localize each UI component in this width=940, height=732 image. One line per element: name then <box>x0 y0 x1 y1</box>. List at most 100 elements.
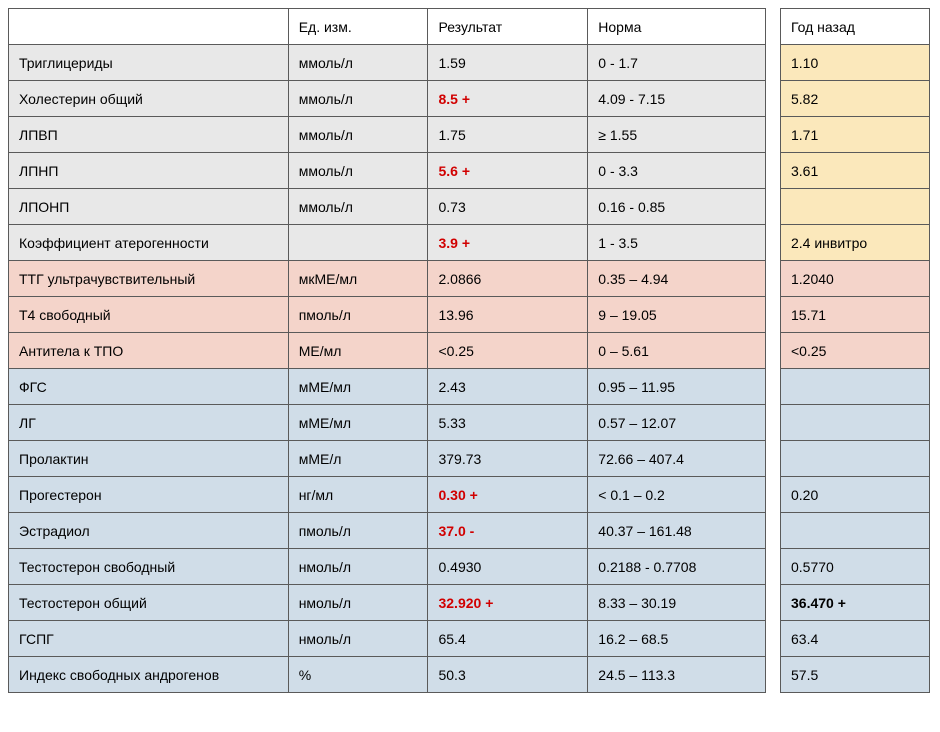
cell-result: 1.59 <box>428 45 588 81</box>
cell-name: Холестерин общий <box>9 81 289 117</box>
table-row: <0.25 <box>781 333 930 369</box>
table-row: Прогестероннг/мл0.30 +< 0.1 – 0.2 <box>9 477 766 513</box>
table-row: Холестерин общийммоль/л8.5 +4.09 - 7.15 <box>9 81 766 117</box>
table-row: 0.20 <box>781 477 930 513</box>
cell-result: 5.6 + <box>428 153 588 189</box>
cell-name: Пролактин <box>9 441 289 477</box>
cell-prev: 2.4 инвитро <box>781 225 930 261</box>
table-row <box>781 513 930 549</box>
cell-norm: 0 - 1.7 <box>588 45 766 81</box>
cell-prev <box>781 189 930 225</box>
lab-results-table: Ед. изм. Результат Норма Триглицеридыммо… <box>8 8 766 693</box>
table-row: 15.71 <box>781 297 930 333</box>
cell-prev: <0.25 <box>781 333 930 369</box>
cell-prev: 1.71 <box>781 117 930 153</box>
table-row: Антитела к ТПОМЕ/мл<0.250 – 5.61 <box>9 333 766 369</box>
cell-prev: 36.470 + <box>781 585 930 621</box>
cell-prev: 3.61 <box>781 153 930 189</box>
header-result: Результат <box>428 9 588 45</box>
cell-result: 3.9 + <box>428 225 588 261</box>
table-row: Триглицеридыммоль/л1.590 - 1.7 <box>9 45 766 81</box>
cell-unit: мкМЕ/мл <box>288 261 428 297</box>
cell-result: 2.43 <box>428 369 588 405</box>
table-row: 3.61 <box>781 153 930 189</box>
cell-prev: 1.2040 <box>781 261 930 297</box>
cell-result: <0.25 <box>428 333 588 369</box>
table-row: Эстрадиолпмоль/л37.0 -40.37 – 161.48 <box>9 513 766 549</box>
cell-prev: 1.10 <box>781 45 930 81</box>
cell-prev: 15.71 <box>781 297 930 333</box>
header-norm: Норма <box>588 9 766 45</box>
cell-result: 5.33 <box>428 405 588 441</box>
cell-norm: < 0.1 – 0.2 <box>588 477 766 513</box>
cell-name: ЛПВП <box>9 117 289 153</box>
cell-result: 8.5 + <box>428 81 588 117</box>
cell-norm: 0.16 - 0.85 <box>588 189 766 225</box>
cell-unit: нмоль/л <box>288 549 428 585</box>
table-row: ЛПОНПммоль/л0.730.16 - 0.85 <box>9 189 766 225</box>
table-row: 0.5770 <box>781 549 930 585</box>
cell-norm: 0.57 – 12.07 <box>588 405 766 441</box>
cell-prev: 63.4 <box>781 621 930 657</box>
cell-name: Прогестерон <box>9 477 289 513</box>
cell-norm: ≥ 1.55 <box>588 117 766 153</box>
cell-norm: 0.35 – 4.94 <box>588 261 766 297</box>
cell-norm: 0.2188 - 0.7708 <box>588 549 766 585</box>
cell-name: ЛПОНП <box>9 189 289 225</box>
cell-name: Коэффициент атерогенности <box>9 225 289 261</box>
cell-name: ЛГ <box>9 405 289 441</box>
table-row <box>781 405 930 441</box>
header-prev: Год назад <box>781 9 930 45</box>
cell-norm: 0 – 5.61 <box>588 333 766 369</box>
table-row: 1.71 <box>781 117 930 153</box>
cell-norm: 9 – 19.05 <box>588 297 766 333</box>
table-row: Тестостерон общийнмоль/л32.920 +8.33 – 3… <box>9 585 766 621</box>
table-row: ГСПГнмоль/л65.416.2 – 68.5 <box>9 621 766 657</box>
table-row: Т4 свободныйпмоль/л13.969 – 19.05 <box>9 297 766 333</box>
cell-unit: нг/мл <box>288 477 428 513</box>
cell-result: 50.3 <box>428 657 588 693</box>
cell-prev: 5.82 <box>781 81 930 117</box>
cell-unit: мМЕ/мл <box>288 369 428 405</box>
table-row <box>781 369 930 405</box>
cell-result: 0.30 + <box>428 477 588 513</box>
cell-unit: ммоль/л <box>288 81 428 117</box>
cell-unit: ммоль/л <box>288 153 428 189</box>
cell-unit: ммоль/л <box>288 117 428 153</box>
cell-name: Триглицериды <box>9 45 289 81</box>
cell-norm: 24.5 – 113.3 <box>588 657 766 693</box>
cell-norm: 0.95 – 11.95 <box>588 369 766 405</box>
cell-unit: ммоль/л <box>288 45 428 81</box>
cell-name: ФГС <box>9 369 289 405</box>
cell-name: Эстрадиол <box>9 513 289 549</box>
cell-name: Т4 свободный <box>9 297 289 333</box>
cell-unit: мМЕ/мл <box>288 405 428 441</box>
cell-prev <box>781 441 930 477</box>
table-row: 2.4 инвитро <box>781 225 930 261</box>
cell-result: 32.920 + <box>428 585 588 621</box>
cell-unit: нмоль/л <box>288 585 428 621</box>
cell-name: Тестостерон свободный <box>9 549 289 585</box>
cell-unit: МЕ/мл <box>288 333 428 369</box>
header-name <box>9 9 289 45</box>
table-row <box>781 441 930 477</box>
cell-unit: пмоль/л <box>288 297 428 333</box>
table-row <box>781 189 930 225</box>
cell-name: Антитела к ТПО <box>9 333 289 369</box>
cell-result: 65.4 <box>428 621 588 657</box>
table-row: 1.2040 <box>781 261 930 297</box>
table-row: Тестостерон свободныйнмоль/л0.49300.2188… <box>9 549 766 585</box>
cell-unit: ммоль/л <box>288 189 428 225</box>
cell-name: ТТГ ультрачувствительный <box>9 261 289 297</box>
table-row: ЛПВПммоль/л1.75≥ 1.55 <box>9 117 766 153</box>
cell-unit: пмоль/л <box>288 513 428 549</box>
cell-name: Тестостерон общий <box>9 585 289 621</box>
header-row: Ед. изм. Результат Норма <box>9 9 766 45</box>
table-row: 63.4 <box>781 621 930 657</box>
cell-prev <box>781 405 930 441</box>
cell-result: 0.73 <box>428 189 588 225</box>
table-row: Коэффициент атерогенности3.9 +1 - 3.5 <box>9 225 766 261</box>
table-row: 57.5 <box>781 657 930 693</box>
cell-norm: 72.66 – 407.4 <box>588 441 766 477</box>
cell-prev <box>781 513 930 549</box>
